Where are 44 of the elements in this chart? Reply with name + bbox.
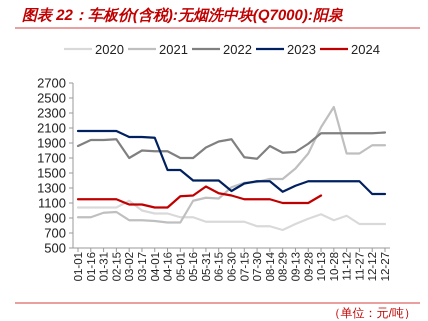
y-tick-label: 2500 [37,90,66,106]
text: （单位：元/吨） [328,306,416,320]
x-tick-label: 05-01 [175,252,188,282]
y-tick-label: 700 [44,226,66,240]
x-tick-label: 08-14 [264,251,277,282]
x-tick-label: 12-27 [380,252,392,282]
y-tick-label: 1700 [37,150,66,166]
y-tick-label: 2700 [37,76,66,90]
x-tick-label: 10-13 [316,252,328,282]
x-tick-label: 11-12 [342,252,354,281]
legend-label: 2020 [95,42,124,57]
x-tick-label: 05-31 [200,252,213,282]
x-tick-label: 01-16 [86,252,98,282]
legend-label: 2022 [223,42,252,57]
y-tick-label: 1300 [37,180,66,196]
legend-label: 2023 [287,42,316,57]
x-tick-label: 02-15 [111,252,124,282]
legend-label: 2024 [351,42,380,57]
y-tick-label: 2300 [37,106,66,120]
x-tick-label: 06-30 [226,252,238,282]
y-tick-label: 1100 [38,196,66,210]
x-tick-label: 01-31 [98,252,111,282]
x-tick-label: 08-29 [278,252,290,282]
y-tick-label: 1500 [37,166,66,180]
x-tick-label: 11-27 [354,252,366,281]
x-tick-label: 06-15 [214,252,226,282]
x-tick-label: 07-15 [239,252,252,282]
x-tick-label: 05-16 [188,252,200,282]
x-tick-label: 03-17 [136,252,149,282]
x-tick-label: 12-12 [367,252,380,282]
x-tick-label: 04-01 [150,252,162,282]
x-tick-label: 09-28 [303,252,316,282]
x-tick-label: 10-28 [328,252,341,282]
chart-title: 图表 22：车板价(含税):无烟洗中块(Q7000):阳泉 [22,6,344,24]
x-tick-label: 09-13 [290,252,302,282]
x-tick-label: 07-30 [252,252,264,282]
y-tick-label: 500 [44,240,66,256]
y-tick-label: 2100 [37,120,66,136]
x-tick-label: 03-02 [124,252,136,282]
legend-label: 2021 [159,42,188,57]
y-tick-label: 1900 [37,136,66,150]
x-tick-label: 04-16 [162,252,175,282]
x-tick-label: 01-01 [73,252,85,282]
y-tick-label: 900 [44,210,66,226]
